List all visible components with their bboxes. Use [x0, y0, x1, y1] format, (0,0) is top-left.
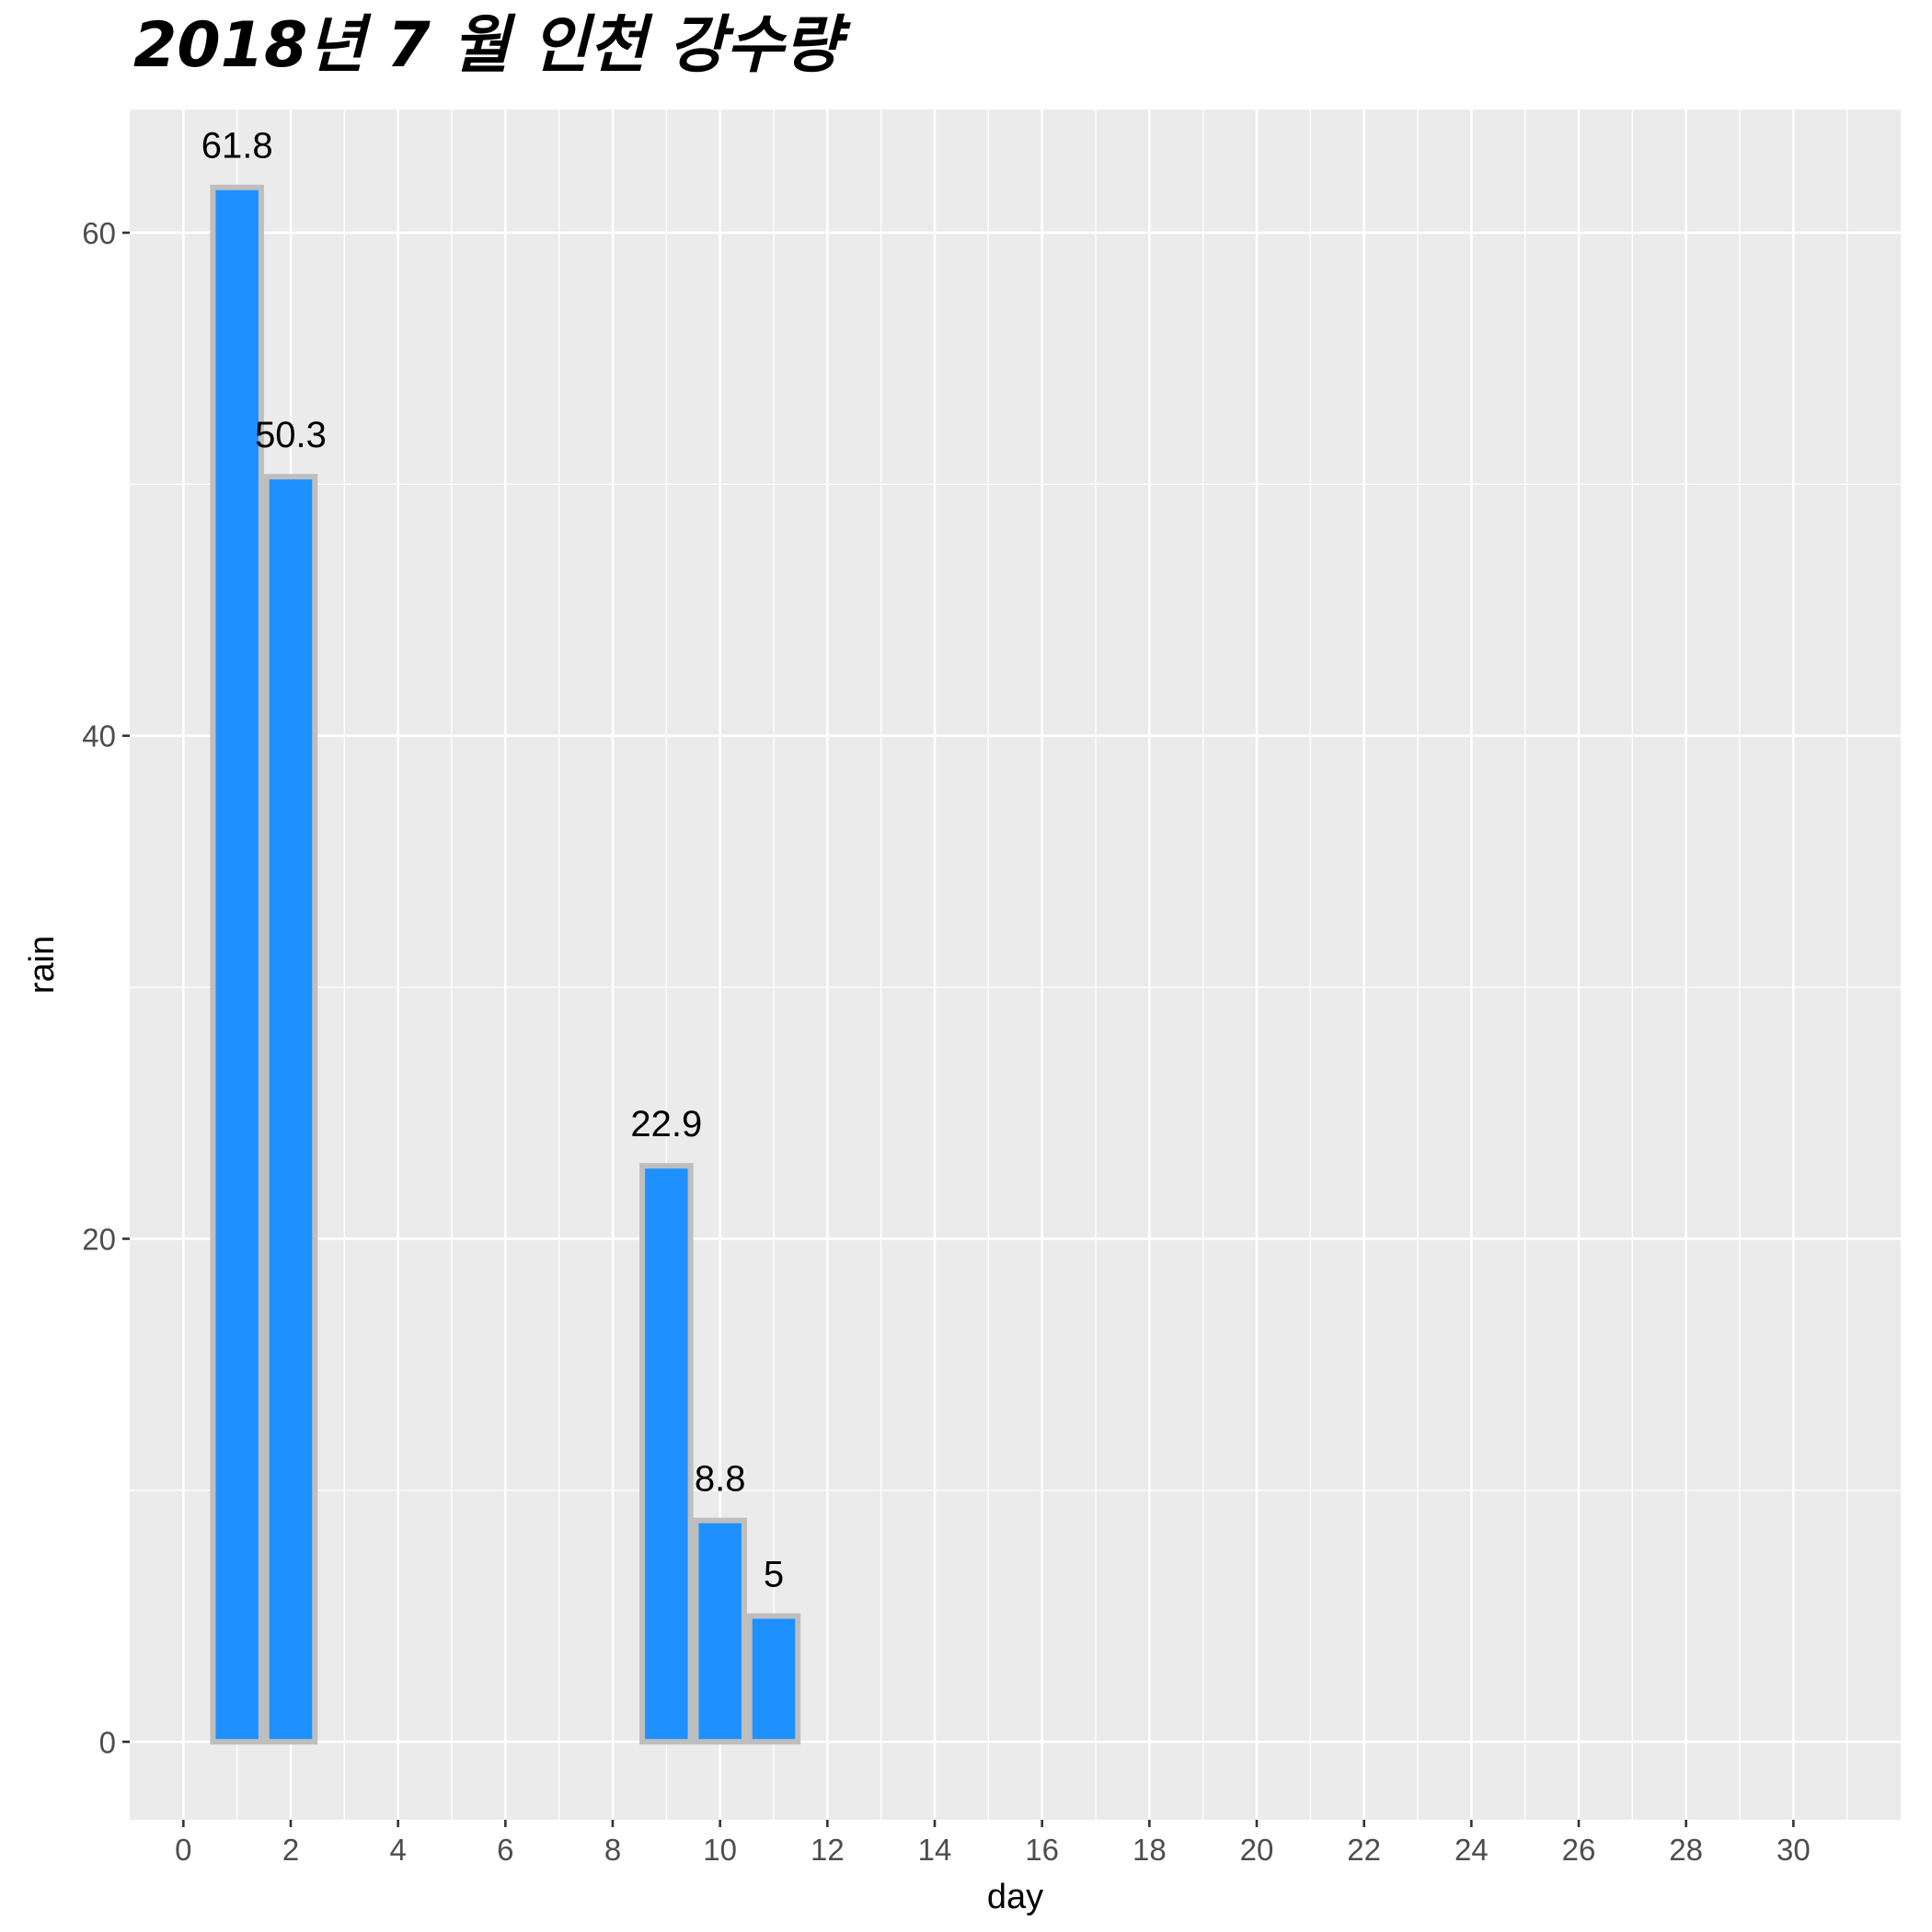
x-tick-label: 24 — [1455, 1833, 1489, 1867]
x-tick-label: 26 — [1562, 1833, 1596, 1867]
data-labels: 61.8 50.3 22.9 8.8 5 — [201, 126, 784, 1595]
y-tick-label: 0 — [99, 1725, 116, 1759]
bar-day-1 — [210, 184, 264, 1745]
data-label: 22.9 — [630, 1104, 702, 1144]
x-tick-label: 12 — [811, 1833, 845, 1867]
major-gridlines — [130, 109, 1901, 1820]
x-tick-label: 8 — [604, 1833, 621, 1867]
x-tick-label: 16 — [1025, 1833, 1059, 1867]
x-tick-label: 0 — [175, 1833, 191, 1867]
data-label: 5 — [764, 1555, 784, 1595]
x-tick-label: 22 — [1347, 1833, 1381, 1867]
x-axis: 0 2 4 6 8 10 12 14 16 18 20 22 24 26 28 30 — [175, 1820, 1811, 1867]
x-tick-label: 4 — [389, 1833, 406, 1867]
x-tick-label: 20 — [1240, 1833, 1274, 1867]
data-label: 61.8 — [201, 126, 273, 167]
x-tick-label: 30 — [1777, 1833, 1811, 1867]
bars — [210, 184, 801, 1745]
x-tick-label: 18 — [1133, 1833, 1167, 1867]
chart-title: 2018년 7 월 인천 강수량 — [133, 9, 852, 82]
bar-day-9 — [639, 1163, 694, 1745]
y-axis: 0 20 40 60 — [82, 216, 130, 1759]
x-axis-title: day — [987, 1878, 1043, 1916]
y-axis-title: rain — [23, 936, 62, 994]
bar-day-2 — [263, 474, 318, 1745]
x-tick-label: 2 — [282, 1833, 299, 1867]
data-label: 8.8 — [695, 1459, 746, 1500]
y-tick-label: 20 — [82, 1222, 116, 1256]
bar-day-11 — [746, 1613, 801, 1745]
y-tick-label: 40 — [82, 719, 116, 753]
minor-gridlines — [130, 109, 1901, 1820]
x-tick-label: 28 — [1669, 1833, 1703, 1867]
x-tick-label: 14 — [918, 1833, 952, 1867]
x-tick-label: 10 — [703, 1833, 737, 1867]
bar-day-10 — [693, 1517, 747, 1745]
plot-panel — [130, 109, 1901, 1820]
y-tick-label: 60 — [82, 216, 116, 250]
data-label: 50.3 — [255, 415, 327, 455]
x-tick-label: 6 — [497, 1833, 513, 1867]
